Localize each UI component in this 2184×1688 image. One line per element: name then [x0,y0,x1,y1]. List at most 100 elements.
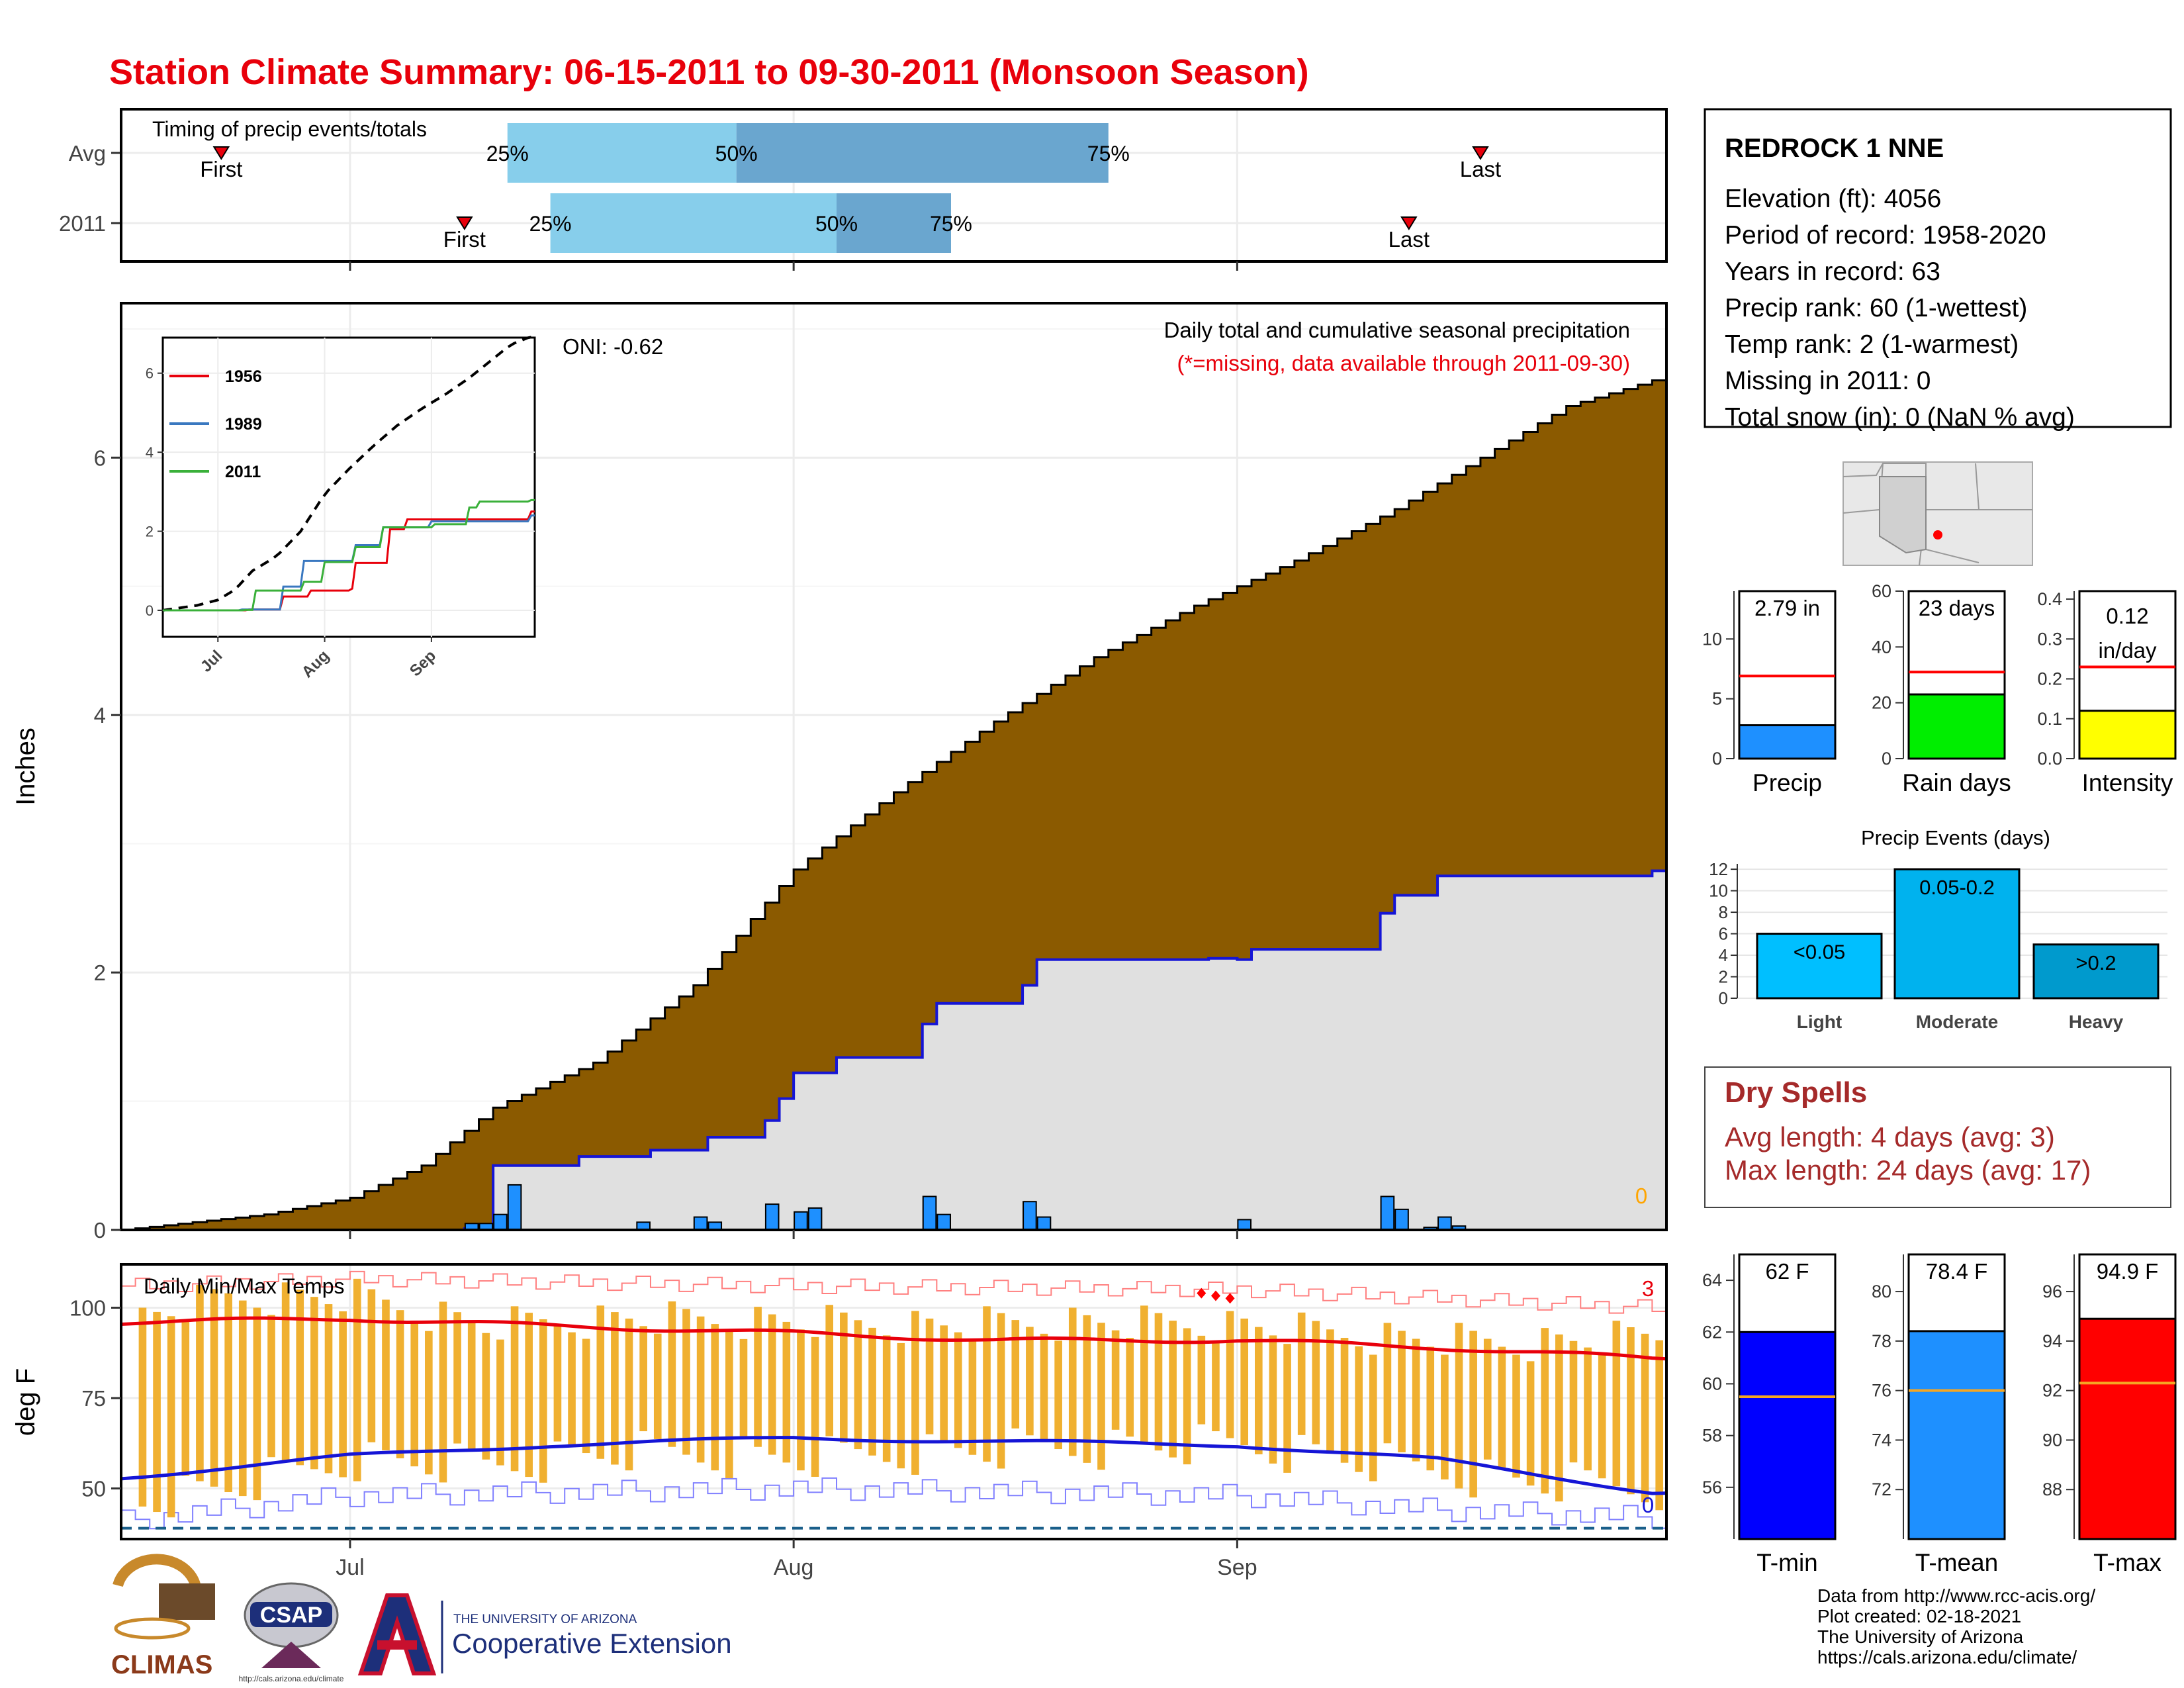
daily-temp-bar [1641,1333,1649,1503]
record-high-marker [1210,1290,1220,1301]
mini-bar-tick-label: 5 [1712,689,1722,709]
daily-temp-bar [568,1332,576,1448]
timing-row-label: 2011 [59,211,106,236]
daily-temp-bar [1111,1330,1120,1430]
temp-bar-tick-label: 62 [1702,1322,1722,1342]
station-info-line: Total snow (in): 0 (NaN % avg) [1725,403,2075,432]
daily-temp-bar [324,1304,333,1474]
daily-precip-bar [807,1207,823,1231]
daily-temp-bar [396,1310,404,1459]
daily-temp-bar [1212,1343,1220,1432]
daily-temp-bar [138,1307,147,1507]
event-bar [2032,943,2160,1000]
daily-temp-bar [611,1312,619,1465]
precip-panel-subtitle: (*=missing, data available through 2011-… [1177,351,1630,375]
daily-temp-bar [553,1325,562,1442]
daily-temp-bar [482,1333,490,1460]
university-of-arizona-logo: THE UNIVERSITY OF ARIZONA Cooperative Ex… [357,1593,732,1675]
daily-temp-bar [711,1324,719,1471]
mini-bar-tick-label: 0.3 [2037,629,2062,649]
daily-temp-bar [911,1311,919,1475]
daily-precip-bar [1023,1201,1037,1231]
daily-temp-bar [1283,1344,1291,1473]
mini-bar-value [1738,724,1837,760]
inset-average-line [162,335,535,612]
daily-temp-bar [925,1318,934,1434]
precip-panel-frame [120,302,1668,1231]
timing-panel-label: Timing of precip events/totals [152,117,427,141]
x-tick-label: Aug [774,1555,814,1580]
mini-bar-value [1907,693,2006,760]
daily-temp-bar [410,1320,419,1467]
daily-temp-bar [983,1306,991,1462]
station-info-line: Missing in 2011: 0 [1725,367,1931,395]
record-low-count: 0 [1642,1493,1654,1517]
daily-temp-bar [1326,1329,1334,1454]
mini-bar-value-label: 0.12 [2106,604,2148,628]
record-high-count: 3 [1642,1276,1654,1301]
events-y-tick-label: 2 [1719,967,1728,987]
climas-logo-text: CLIMAS [111,1650,212,1679]
daily-temp-bar [196,1284,204,1481]
csap-url: http://cals.arizona.edu/climate [239,1674,344,1683]
quartile-bar-50-75 [837,193,951,253]
daily-temp-bar [181,1320,190,1476]
daily-temp-bar [1498,1346,1506,1469]
temp-bar-value [1907,1330,2006,1540]
daily-temp-bar [768,1314,776,1455]
y-tick-label: 6 [94,445,106,470]
daily-precip-bar [1394,1208,1409,1231]
precip-panel-title: Daily total and cumulative seasonal prec… [1164,318,1630,342]
ua-logo-text: THE UNIVERSITY OF ARIZONA [453,1613,637,1626]
temp-bar-tick-label: 92 [2042,1381,2062,1401]
daily-temp-bar [997,1313,1005,1469]
credit-line-2: Plot created: 02-18-2021 [1817,1606,2021,1626]
daily-temp-bar [1655,1340,1663,1511]
temp-bar-tick-label: 72 [1872,1479,1891,1499]
daily-precip-bar [693,1216,708,1231]
daily-temp-bar [954,1332,962,1448]
events-y-tick-label: 0 [1719,988,1728,1008]
daily-temp-bar [1040,1333,1048,1442]
temp-bar-tick-label: 56 [1702,1477,1722,1497]
daily-temp-bar [854,1320,862,1450]
daily-temp-bar [253,1307,261,1501]
credits: Data from http://www.rcc-acis.org/ Plot … [1817,1585,2095,1667]
mini-bar-tick-label: 60 [1872,581,1891,601]
quartile-label: 50% [815,212,858,236]
daily-temp-bar [1097,1323,1105,1470]
daily-temp-bar [1526,1361,1535,1486]
temp-bar-tick-label: 88 [2042,1479,2062,1499]
daily-precip-bar [493,1213,508,1231]
daily-temp-bar [1383,1323,1392,1444]
daily-temp-bar [425,1331,433,1475]
daily-temp-bar [840,1312,848,1443]
page-title: Station Climate Summary: 06-15-2011 to 0… [109,52,1309,92]
daily-temp-bar [1469,1331,1477,1498]
event-bar-label: 0.05-0.2 [1919,876,1995,899]
inset-series-line-2011 [163,498,535,612]
daily-temp-bar [281,1282,290,1462]
daily-precip-bar [1036,1216,1052,1231]
y-tick-label: 50 [81,1477,106,1501]
daily-temp-bar [367,1289,376,1442]
temp-panel-title: Daily Min/Max Temps [144,1274,344,1298]
mini-bar-tick-label: 0.4 [2037,589,2062,609]
mini-bar-tick-label: 0.2 [2037,669,2062,689]
daily-temp-bar [739,1338,748,1439]
daily-temp-bar [467,1322,476,1452]
y-tick-label: 2 [94,961,106,985]
daily-temp-bar [1541,1328,1549,1494]
temp-bar-tick-label: 96 [2042,1282,2062,1301]
temp-bar-tick-label: 64 [1702,1270,1722,1290]
first-marker [456,216,473,230]
temp-bar-label: T-mean [1915,1549,1998,1576]
daily-temp-bar [1555,1334,1563,1502]
events-y-tick-label: 4 [1719,945,1728,965]
daily-temp-bar [1355,1346,1363,1472]
quartile-label: 75% [1087,142,1130,165]
daily-temp-bar [811,1336,819,1477]
mini-bar-tick-label: 20 [1872,693,1891,713]
last-label: Last [1460,157,1501,181]
